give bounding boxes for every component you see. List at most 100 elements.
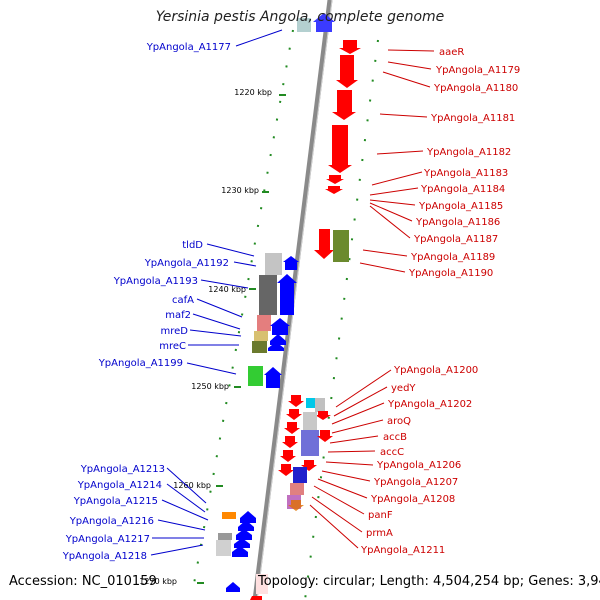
leader-line bbox=[235, 29, 283, 47]
gene-label[interactable]: YpAngola_A1181 bbox=[430, 113, 515, 124]
leader-line bbox=[376, 150, 424, 155]
gene-box-gray bbox=[265, 253, 282, 275]
leader-line bbox=[321, 470, 371, 482]
leader-line bbox=[189, 329, 242, 337]
gene-label[interactable]: YpAngola_A1177 bbox=[146, 42, 231, 53]
gene-box-olive bbox=[252, 341, 267, 353]
gene-label[interactable]: YpAngola_A1187 bbox=[413, 234, 498, 245]
scale-label: 1230 kbp bbox=[221, 186, 259, 195]
left-gene-labels: YpAngola_A1177 tldD YpAngola_A1192 YpAng… bbox=[62, 42, 231, 562]
gene-label[interactable]: YpAngola_A1202 bbox=[387, 399, 472, 410]
gene-box-gray bbox=[216, 540, 231, 556]
gene-label[interactable]: YpAngola_A1214 bbox=[77, 480, 162, 491]
gene-label[interactable]: tldD bbox=[182, 240, 203, 251]
leader-line bbox=[166, 467, 207, 504]
gene-label[interactable]: YpAngola_A1184 bbox=[420, 184, 505, 195]
gene-box-teal bbox=[297, 18, 311, 32]
gene-arrow-reverse bbox=[288, 500, 304, 511]
gene-label[interactable]: accC bbox=[380, 447, 404, 458]
leader-line bbox=[387, 61, 432, 70]
gene-label[interactable]: accB bbox=[383, 432, 407, 443]
gene-arrow-reverse bbox=[332, 90, 356, 120]
gene-label[interactable]: YpAngola_A1215 bbox=[73, 496, 158, 507]
leader-line bbox=[150, 544, 204, 556]
gene-label[interactable]: mreC bbox=[159, 341, 186, 352]
gene-arrow-reverse bbox=[250, 596, 262, 600]
leader-line bbox=[192, 313, 241, 330]
gene-label[interactable]: prmA bbox=[366, 528, 393, 539]
gene-label[interactable]: YpAngola_A1189 bbox=[410, 252, 495, 263]
gene-label[interactable]: YpAngola_A1208 bbox=[370, 494, 455, 505]
gene-label[interactable]: YpAngola_A1193 bbox=[113, 276, 198, 287]
gene-arrow-reverse bbox=[282, 436, 298, 448]
gene-label[interactable]: YpAngola_A1180 bbox=[433, 83, 518, 94]
gene-label[interactable]: cafA bbox=[172, 295, 194, 306]
leader-line bbox=[369, 205, 411, 239]
scale-label: 1250 kbp bbox=[191, 382, 229, 391]
leader-line bbox=[317, 478, 368, 499]
leader-line bbox=[382, 71, 431, 88]
gene-arrow-reverse bbox=[286, 409, 302, 420]
gene-label[interactable]: yedY bbox=[391, 383, 416, 394]
gene-label[interactable]: YpAngola_A1185 bbox=[418, 201, 503, 212]
gene-box-cyan bbox=[306, 398, 316, 408]
gene-label[interactable]: YpAngola_A1186 bbox=[415, 217, 500, 228]
gene-box-gray bbox=[315, 398, 325, 412]
gene-box-tan bbox=[254, 331, 268, 341]
gene-box-gray bbox=[303, 412, 317, 430]
scale-label: 1260 kbp bbox=[173, 481, 211, 490]
gene-arrow-forward bbox=[264, 367, 282, 388]
gene-label[interactable]: YpAngola_A1207 bbox=[373, 477, 458, 488]
gene-label[interactable]: YpAngola_A1199 bbox=[98, 358, 183, 369]
leader-line bbox=[331, 402, 385, 425]
gene-box-violet bbox=[301, 430, 319, 456]
gene-arrow-forward bbox=[268, 342, 284, 351]
gene-label[interactable]: YpAngola_A1192 bbox=[144, 258, 229, 269]
gene-box-pink bbox=[290, 483, 304, 495]
gene-arrow-forward bbox=[313, 13, 335, 32]
gene-label[interactable]: YpAngola_A1213 bbox=[80, 464, 165, 475]
gene-arrow-reverse bbox=[326, 175, 344, 184]
leader-line bbox=[333, 386, 388, 417]
gene-label[interactable]: aroQ bbox=[387, 416, 411, 427]
leader-line bbox=[309, 504, 359, 549]
gene-label[interactable]: YpAngola_A1200 bbox=[393, 365, 478, 376]
gene-arrow-reverse bbox=[280, 450, 296, 462]
leader-line bbox=[186, 362, 237, 375]
gene-label[interactable]: YpAngola_A1182 bbox=[426, 147, 511, 158]
left-leader-lines bbox=[150, 29, 283, 556]
genome-summary-text: Topology: circular; Length: 4,504,254 bp… bbox=[258, 574, 600, 589]
gene-arrow-reverse bbox=[301, 460, 317, 471]
gene-label[interactable]: panF bbox=[368, 510, 393, 521]
gene-arrow-reverse bbox=[314, 229, 334, 259]
gene-label[interactable]: YpAngola_A1190 bbox=[408, 268, 493, 279]
gene-arrow-forward bbox=[232, 546, 248, 557]
gene-label[interactable]: YpAngola_A1179 bbox=[435, 65, 520, 76]
gene-arrow-forward bbox=[283, 256, 299, 270]
gene-arrow-forward bbox=[238, 520, 254, 531]
gene-label[interactable]: YpAngola_A1216 bbox=[69, 516, 154, 527]
gene-arrow-reverse bbox=[284, 422, 300, 434]
gene-label[interactable]: mreD bbox=[161, 326, 189, 337]
gene-arrow-reverse bbox=[328, 125, 352, 173]
gene-label[interactable]: YpAngola_A1217 bbox=[65, 534, 150, 545]
gene-arrow-reverse bbox=[325, 186, 343, 194]
gene-label[interactable]: YpAngola_A1206 bbox=[376, 460, 461, 471]
gene-arrow-forward bbox=[270, 334, 286, 345]
gene-label[interactable]: YpAngola_A1218 bbox=[62, 551, 147, 562]
gene-label[interactable]: maf2 bbox=[165, 310, 191, 321]
gene-label[interactable]: aaeR bbox=[439, 47, 464, 58]
gene-label[interactable]: YpAngola_A1183 bbox=[423, 168, 508, 179]
gene-arrow-forward bbox=[236, 529, 252, 540]
leader-line bbox=[369, 199, 416, 206]
gene-arrow-forward bbox=[226, 582, 240, 592]
scale-label: 1240 kbp bbox=[208, 285, 246, 294]
gc-content-track-left bbox=[191, 29, 294, 596]
gene-arrow-reverse bbox=[288, 395, 304, 407]
gene-label[interactable]: YpAngola_A1211 bbox=[360, 545, 445, 556]
scale-label: 1270 kbp bbox=[139, 577, 177, 586]
reverse-genes bbox=[250, 40, 361, 600]
leader-line bbox=[329, 435, 379, 444]
gene-arrow-forward bbox=[277, 274, 297, 315]
